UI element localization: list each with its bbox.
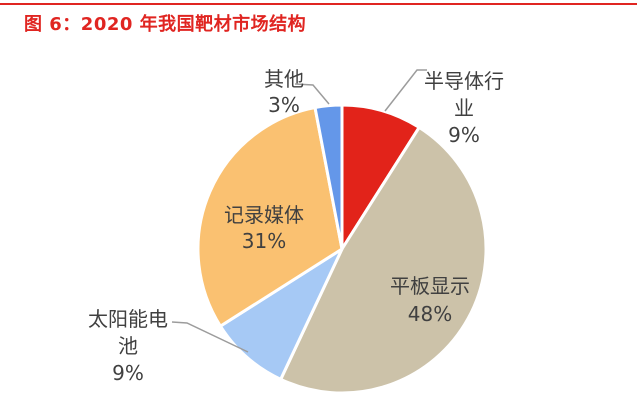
slice-label-other-name: 其他 <box>264 67 304 91</box>
leader-line-other <box>294 83 330 105</box>
slice-label-semiconductor-line2: 业 <box>454 96 474 120</box>
slice-label-recording-media-pct: 31% <box>241 229 287 253</box>
title-top-rule <box>0 3 637 5</box>
pie-slice-other <box>313 103 344 251</box>
slice-label-flat-panel-name: 平板显示 <box>390 274 470 298</box>
slice-label-solar-line1: 太阳能电 <box>88 307 168 331</box>
slice-label-solar-line2: 池 <box>118 334 138 358</box>
figure-title: 图 6：2020 年我国靶材市场结构 <box>24 14 307 35</box>
pie-slice-semiconductor <box>340 103 421 251</box>
slice-label-solar: 太阳能电 池 9% <box>68 306 188 387</box>
slice-label-recording-media: 记录媒体 31% <box>204 202 324 254</box>
pie-slice-recording-media <box>196 106 344 328</box>
slice-label-flat-panel-pct: 48% <box>407 302 453 326</box>
slice-label-other-pct: 3% <box>268 93 300 117</box>
slice-label-semiconductor-pct: 9% <box>448 123 480 147</box>
slice-label-semiconductor-line1: 半导体行 <box>424 69 504 93</box>
pie-slice-solar <box>218 247 344 381</box>
slice-label-recording-media-name: 记录媒体 <box>224 203 304 227</box>
leader-line-semiconductor <box>384 69 427 112</box>
pie-slices-group <box>196 103 488 395</box>
leader-line-solar <box>171 321 249 353</box>
slice-label-semiconductor: 半导体行 业 9% <box>404 68 524 149</box>
slice-label-flat-panel: 平板显示 48% <box>370 272 490 328</box>
leader-lines-group <box>171 69 427 353</box>
slice-label-solar-pct: 9% <box>112 361 144 385</box>
pie-slice-flat-panel <box>279 125 488 395</box>
slice-label-other: 其他 3% <box>224 66 344 118</box>
